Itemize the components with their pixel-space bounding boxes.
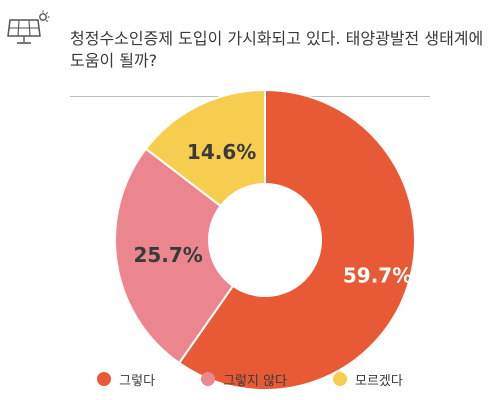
slice-unsure (144, 88, 266, 208)
chart-title: 청정수소인증제 도입이 가시화되고 있다. 태양광발전 생태계에 도움이 될까? (70, 29, 484, 70)
legend-swatch (97, 372, 112, 386)
legend-swatch (201, 372, 216, 386)
slice-no (114, 147, 235, 365)
legend-swatch (332, 372, 347, 386)
legend-label: 그렇지 않다 (223, 373, 287, 389)
chart-legend: 그렇다 그렇지 않다 모르겠다 (0, 368, 500, 390)
legend-item-yes: 그렇다 (97, 370, 155, 389)
legend-item-no: 그렇지 않다 (201, 370, 287, 389)
slice-yes (177, 88, 416, 391)
slice-label-no: 25.7% (133, 243, 202, 267)
solar-panel-icon (7, 10, 50, 44)
legend-label: 그렇다 (119, 373, 156, 389)
slice-label-unsure: 14.6% (187, 140, 256, 164)
slice-label-yes: 59.7% (343, 263, 412, 287)
legend-item-unsure: 모르겠다 (332, 370, 403, 389)
legend-label: 모르겠다 (354, 373, 403, 389)
